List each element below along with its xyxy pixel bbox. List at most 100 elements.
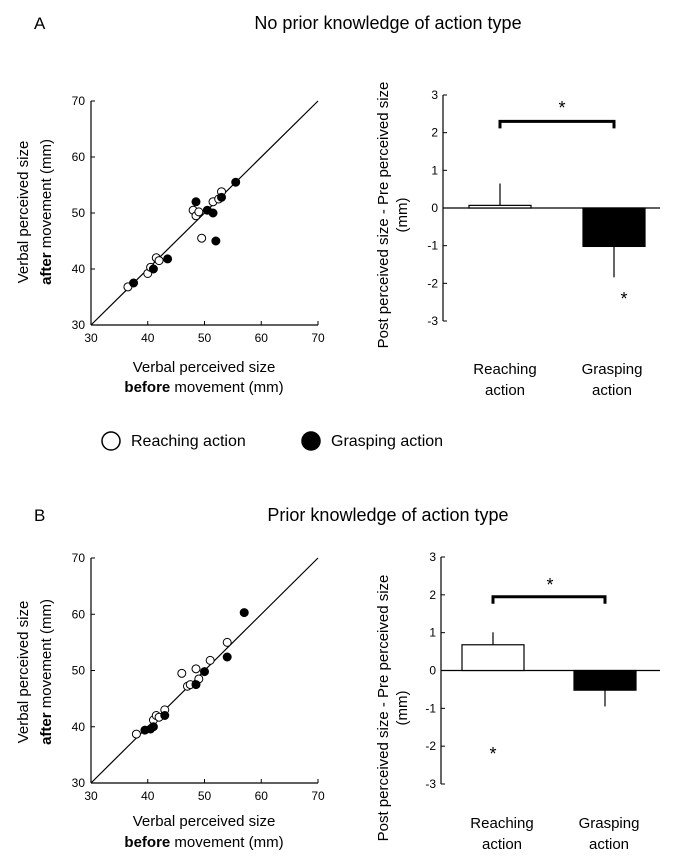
panel-b-reaching-star: * (489, 744, 496, 764)
panel-a-scatter-x-tick-label: 50 (198, 331, 212, 345)
panel-b-scatter-ylabel-bold: after (38, 712, 55, 745)
panel-a-scatter-xlabel-line2: before movement (mm) (124, 379, 283, 396)
panel-b-bar-grasping-bar (573, 669, 637, 691)
panel-a-scatter-x-tick-label: 70 (311, 331, 325, 345)
legend-grasping-label: Grasping action (331, 433, 443, 450)
panel-a-scatter-ylabel-rest: movement (mm) (38, 139, 55, 252)
panel-b-scatter-plot: Verbal perceived size after movement (mm… (15, 551, 325, 851)
panel-a-scatter-y-tick-label: 30 (72, 318, 86, 332)
legend-reaching-marker (101, 431, 121, 451)
legend-grasping-marker (301, 431, 321, 451)
panel-b-scatter-xlabel-line1: Verbal perceived size (133, 813, 276, 830)
panel-a-significance-star: * (558, 98, 565, 118)
panel-b-title: Prior knowledge of action type (267, 505, 508, 525)
panel-a-scatter-ylabel-line1: Verbal perceived size (15, 141, 32, 284)
panel-b-scatter-reaching-point (177, 668, 187, 678)
panel-b-bar-y-tick-label: 3 (429, 550, 436, 564)
panel-a-bar-y-tick-label: -3 (427, 314, 438, 328)
panel-b-scatter-grasping-point (160, 711, 170, 720)
panel-a-label: A (34, 14, 46, 33)
panel-a-bar-y-tick-label: -1 (427, 239, 438, 253)
panel-a-bar-reaching-bar (468, 204, 532, 209)
panel-b-scatter-reaching-point (191, 664, 201, 674)
panel-a-scatter-ylabel-line2: after movement (mm) (38, 139, 55, 285)
panel-b-scatter-ylabel-line2: after movement (mm) (38, 599, 55, 745)
panel-b-significance-star: * (546, 575, 553, 595)
panel-b-bar-y-tick-label: 1 (429, 626, 436, 640)
panel-a-scatter-y-tick-label: 70 (72, 94, 86, 108)
panel-b-scatter-reaching-point (131, 729, 141, 739)
panel-b-cat-grasping-line2: action (589, 836, 629, 853)
panel-a-cat-grasping-line2: action (592, 382, 632, 399)
panel-a-scatter-grasping-point (148, 264, 158, 274)
panel-a-scatter-y-tick-label: 50 (72, 206, 86, 220)
panel-a-cat-grasping-line1: Grasping (582, 361, 643, 378)
panel-b-scatter-reaching-point (205, 655, 215, 665)
panel-b-scatter-y-tick-label: 70 (72, 551, 86, 565)
panel-a-scatter-grasping-point (211, 236, 221, 246)
panel-b-scatter-xlabel-rest: movement (mm) (170, 834, 283, 851)
panel-b-bar-reaching-bar (461, 644, 525, 672)
panel-a-cat-reaching-line2: action (485, 382, 525, 399)
panel-b-scatter-reaching-point (222, 637, 232, 647)
panel-b-cat-grasping-line1: Grasping (579, 815, 640, 832)
panel-a-scatter-xlabel-bold: before (124, 379, 170, 396)
panel-b-scatter-x-tick-label: 40 (141, 789, 155, 803)
panel-b-scatter-ylabel-rest: movement (mm) (38, 599, 55, 712)
panel-b-bar-ylabel-line1: Post perceived size - Pre perceived size (375, 575, 392, 842)
panel-a-bar-significance-bracket (498, 119, 616, 129)
panel-b-scatter-y-tick-label: 40 (72, 720, 86, 734)
panel-a-scatter-xlabel-rest: movement (mm) (170, 379, 283, 396)
panel-b-scatter-x-tick-label: 50 (198, 789, 212, 803)
panel-b-scatter-grasping-point (200, 667, 209, 677)
panel-a-scatter-grasping-point (231, 177, 241, 187)
panel-a-scatter-xlabel-line1: Verbal perceived size (133, 359, 276, 376)
panel-b-cat-reaching-line2: action (482, 836, 522, 853)
panel-a-scatter-y-tick-label: 60 (72, 150, 86, 164)
panel-a-scatter-grasping-point (217, 192, 227, 202)
panel-b-bar-ylabel-line2: (mm) (394, 691, 411, 726)
panel-a-scatter-grasping-point (163, 254, 173, 264)
panel-a-scatter-x-tick-label: 60 (255, 331, 269, 345)
panel-a-bar-ylabel-line2: (mm) (394, 198, 411, 233)
panel-a-scatter-grasping-point (208, 208, 218, 218)
panel-a-cat-reaching-line1: Reaching (473, 361, 536, 378)
panel-b-scatter-grasping-point (148, 722, 158, 732)
panel-a-grasping-star: * (620, 289, 627, 309)
panel-a-bar-chart: Post perceived size - Pre perceived size… (375, 82, 660, 399)
panel-a-bar-ylabel-line1: Post perceived size - Pre perceived size (375, 82, 392, 349)
panel-a-scatter-grasping-point (129, 278, 139, 288)
panel-a-scatter-x-tick-label: 30 (84, 331, 98, 345)
panel-b-scatter-grasping-point (222, 652, 232, 662)
panel-b-scatter-xlabel-bold: before (124, 834, 170, 851)
panel-b-bar-y-tick-label: -1 (425, 701, 436, 715)
panel-a-bar-y-tick-label: 3 (431, 88, 438, 102)
panel-a-scatter-y-tick-label: 40 (72, 262, 86, 276)
panel-a-bar-y-tick-label: 2 (431, 126, 438, 140)
panel-b-scatter-x-tick-label: 30 (84, 789, 98, 803)
panel-a-bar-y-tick-label: 1 (431, 163, 438, 177)
panel-a-bar-y-tick-label: 0 (431, 201, 438, 215)
panel-b-label: B (34, 506, 45, 525)
panel-a-bar-grasping-bar (582, 207, 646, 248)
panel-a-scatter-reaching-point (194, 207, 204, 217)
panel-b-scatter-ylabel-line1: Verbal perceived size (15, 601, 32, 744)
panel-b-scatter-grasping-point (239, 608, 249, 618)
legend: Reaching action Grasping action (101, 431, 443, 451)
panel-b-scatter-y-tick-label: 50 (72, 664, 86, 678)
panel-a-title: No prior knowledge of action type (254, 13, 521, 33)
panel-a-bar-y-tick-label: -2 (427, 276, 438, 290)
panel-b-scatter-grasping-point (191, 680, 201, 690)
panel-b-cat-reaching-line1: Reaching (470, 815, 533, 832)
panel-b-bar-chart: Post perceived size - Pre perceived size… (375, 550, 660, 853)
panel-a-scatter-reaching-point (197, 233, 207, 243)
panel-b-scatter-x-tick-label: 60 (255, 789, 269, 803)
panel-b-scatter-y-tick-label: 30 (72, 776, 86, 790)
panel-a-scatter-grasping-point (191, 197, 201, 207)
panel-b-scatter-xlabel-line2: before movement (mm) (124, 834, 283, 851)
panel-b-scatter-y-tick-label: 60 (72, 607, 86, 621)
panel-b-scatter-x-tick-label: 70 (311, 789, 325, 803)
panel-b-bar-y-tick-label: 0 (429, 664, 436, 678)
legend-reaching-label: Reaching action (131, 433, 246, 450)
